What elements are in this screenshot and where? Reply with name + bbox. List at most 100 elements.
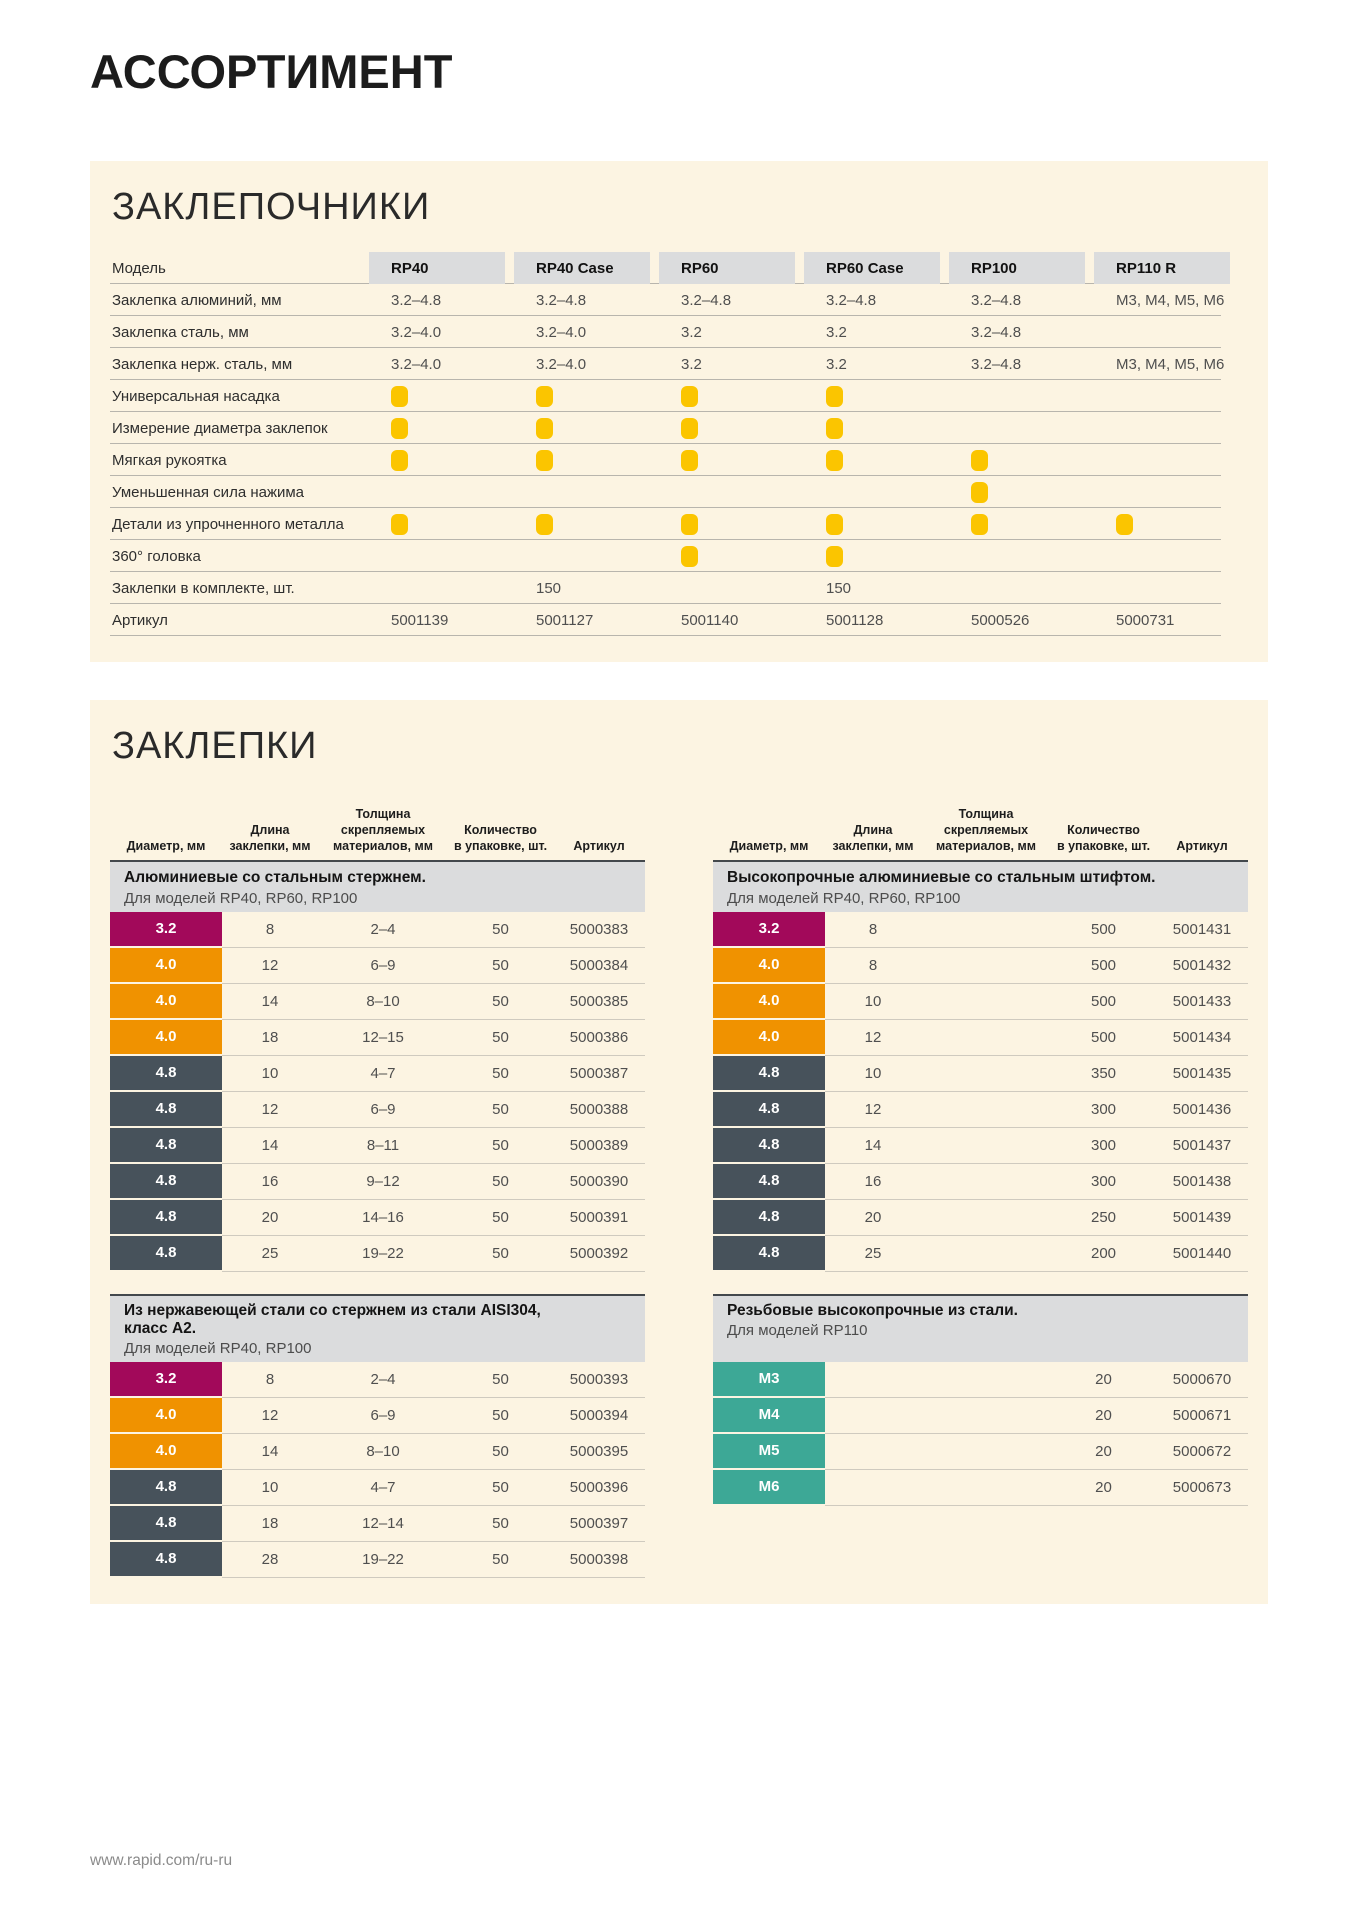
table-cell: 14 xyxy=(222,1434,318,1470)
table-cell: 50 xyxy=(448,1506,553,1542)
column-header: Длина заклепки, мм xyxy=(229,823,311,854)
table-cell: 6–9 xyxy=(318,1092,448,1128)
table-cell: 3.2–4.0 xyxy=(536,355,587,373)
table-row: Заклепка сталь, мм 3.2–4.0 3.2–4.0 3.2 3.2 3.… xyxy=(110,316,1221,349)
table-cell: 5000398 xyxy=(553,1542,645,1578)
table-cell: 2–4 xyxy=(318,912,448,948)
table-cell xyxy=(804,412,940,444)
model-column-header: RP60 Case xyxy=(804,252,940,285)
table-row: Универсальная насадка xyxy=(110,380,1221,413)
row-label: Заклепка сталь, мм xyxy=(112,323,249,341)
table-cell: 50 xyxy=(448,1164,553,1200)
table-cell: 5000389 xyxy=(553,1128,645,1164)
rivet-group-title: Высокопрочные алюминиевые со стальным шт… xyxy=(727,869,1156,887)
table-cell: 5001434 xyxy=(1156,1020,1248,1056)
rivets-panel: ЗАКЛЕПКИ Диаметр, мм Длина заклепки, мм То… xyxy=(90,700,1268,1604)
diameter-cell: 4.8 xyxy=(110,1091,222,1128)
table-row: Заклепки в комплекте, шт. 150 150 xyxy=(110,572,1221,605)
table-cell: 20 xyxy=(1051,1398,1156,1434)
table-cell xyxy=(921,912,1051,948)
table-cell: 5000391 xyxy=(553,1200,645,1236)
table-cell: 5001438 xyxy=(1156,1164,1248,1200)
table-cell xyxy=(1094,540,1230,572)
table-cell: 50 xyxy=(448,1398,553,1434)
table-cell: 5000386 xyxy=(553,1020,645,1056)
rivet-table-1: Диаметр, мм Длина заклепки, мм Толщина скр… xyxy=(110,792,645,1272)
table-row: 4.8 10 4–7 50 5000396 xyxy=(110,1469,645,1506)
row-label: Уменьшенная сила нажима xyxy=(112,483,305,501)
feature-dot-icon xyxy=(971,481,988,503)
rivet-group-models: Для моделей RP40, RP60, RP100 xyxy=(727,889,961,907)
row-label: Заклепка алюминий, мм xyxy=(112,291,282,309)
table-cell: 5000670 xyxy=(1156,1362,1248,1398)
table-cell xyxy=(921,1362,1051,1398)
table-row: 4.0 12 500 5001434 xyxy=(713,1019,1248,1056)
table-cell: 5000395 xyxy=(553,1434,645,1470)
table-cell: 3.2–4.8 xyxy=(536,291,587,309)
table-cell: 9–12 xyxy=(318,1164,448,1200)
diameter-cell: 4.8 xyxy=(713,1091,825,1128)
table-cell xyxy=(921,1236,1051,1272)
diameter-cell: 4.8 xyxy=(110,1235,222,1272)
feature-dot-icon xyxy=(536,385,553,407)
row-label: Заклепка нерж. сталь, мм xyxy=(112,355,293,373)
footer-url: www.rapid.com/ru-ru xyxy=(90,1852,233,1869)
diameter-cell: 4.0 xyxy=(110,1433,222,1470)
feature-dot-icon xyxy=(391,449,408,471)
table-cell: 8 xyxy=(825,948,921,984)
diameter-cell: 4.0 xyxy=(713,1019,825,1056)
riveters-model-label: Модель xyxy=(112,259,166,277)
rivet-group-header: Из нержавеющей стали со стержнем из стал… xyxy=(110,1293,645,1362)
table-cell: 20 xyxy=(1051,1434,1156,1470)
table-cell: 50 xyxy=(448,1434,553,1470)
table-cell: 300 xyxy=(1051,1164,1156,1200)
table-cell xyxy=(369,380,505,412)
diameter-cell: 4.0 xyxy=(110,1019,222,1056)
table-cell xyxy=(949,508,1085,540)
table-cell xyxy=(1094,508,1230,540)
rivet-group-header: Резьбовые высокопрочные из стали. Для мод… xyxy=(713,1293,1248,1362)
table-cell xyxy=(921,1128,1051,1164)
table-row: 4.8 12 6–9 50 5000388 xyxy=(110,1091,645,1128)
diameter-cell: 4.0 xyxy=(713,983,825,1020)
diameter-cell: 3.2 xyxy=(713,911,825,948)
table-cell: 5001432 xyxy=(1156,948,1248,984)
diameter-cell: M6 xyxy=(713,1469,825,1506)
table-cell xyxy=(949,572,1085,604)
rivet-group-models: Для моделей RP40, RP60, RP100 xyxy=(124,889,358,907)
table-cell: 5000384 xyxy=(553,948,645,984)
model-column-header: RP40 Case xyxy=(514,252,650,285)
table-cell xyxy=(659,540,795,572)
table-row: M5 20 5000672 xyxy=(713,1433,1248,1470)
column-header: Диаметр, мм xyxy=(729,839,809,854)
table-cell: 5001433 xyxy=(1156,984,1248,1020)
table-cell: 10 xyxy=(222,1470,318,1506)
table-cell: 3.2–4.8 xyxy=(681,291,732,309)
diameter-cell: M5 xyxy=(713,1433,825,1470)
table-cell: 5000387 xyxy=(553,1056,645,1092)
table-cell: 4–7 xyxy=(318,1470,448,1506)
table-cell: 5000392 xyxy=(553,1236,645,1272)
table-cell: 50 xyxy=(448,1020,553,1056)
table-cell: 14 xyxy=(825,1128,921,1164)
table-cell: 5001437 xyxy=(1156,1128,1248,1164)
feature-dot-icon xyxy=(1116,513,1133,535)
table-cell: 10 xyxy=(825,984,921,1020)
riveters-table-body: Заклепка алюминий, мм 3.2–4.8 3.2–4.8 3.2–4… xyxy=(110,284,1224,637)
table-cell: 14–16 xyxy=(318,1200,448,1236)
diameter-cell: 4.8 xyxy=(110,1199,222,1236)
table-cell: 3.2 xyxy=(826,355,847,373)
table-cell: 50 xyxy=(448,984,553,1020)
table-cell: 14 xyxy=(222,1128,318,1164)
feature-dot-icon xyxy=(536,417,553,439)
table-cell: 20 xyxy=(825,1200,921,1236)
table-cell: 20 xyxy=(1051,1362,1156,1398)
table-cell: 3.2–4.8 xyxy=(826,291,877,309)
table-cell: 50 xyxy=(448,1542,553,1578)
rivet-column-headers: Диаметр, мм Длина заклепки, мм Толщина скр… xyxy=(713,792,1248,860)
table-row: 4.8 25 19–22 50 5000392 xyxy=(110,1235,645,1272)
table-cell: 5000731 xyxy=(1116,611,1175,629)
diameter-cell: 4.0 xyxy=(110,1397,222,1434)
table-cell xyxy=(514,476,650,508)
